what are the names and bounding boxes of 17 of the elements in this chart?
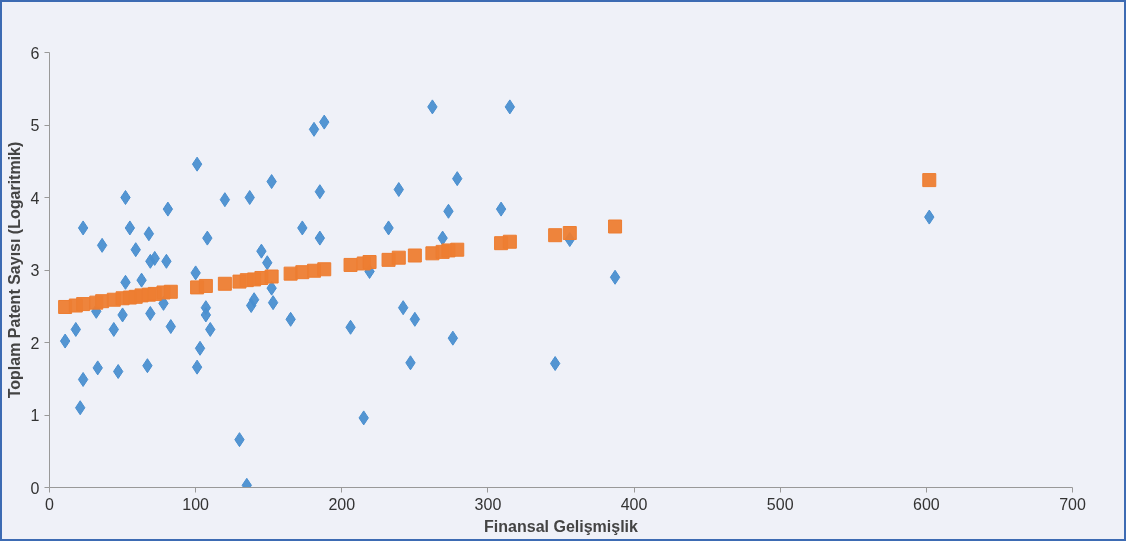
- y-tick-label: 3: [30, 262, 40, 279]
- x-tick-label: 0: [45, 495, 55, 513]
- y-tick-label: 2: [30, 334, 40, 352]
- x-tick-label: 200: [328, 495, 356, 513]
- y-tick-label: 6: [30, 44, 40, 62]
- x-tick-label: 700: [1059, 495, 1086, 513]
- y-tick-label: 4: [30, 189, 40, 207]
- x-tick-label: 500: [766, 495, 794, 513]
- y-tick-label: 5: [30, 117, 40, 134]
- x-tick-label: 100: [182, 495, 210, 513]
- x-tick-label: 600: [913, 495, 940, 513]
- y-tick-label: 1: [30, 407, 40, 424]
- y-axis-title: Toplam Patent Sayısı (Logaritmik): [5, 141, 23, 399]
- x-axis-title: Finansal Gelişmişlik: [484, 517, 639, 535]
- x-tick-label: 400: [620, 495, 648, 513]
- x-tick-label: 300: [474, 495, 502, 513]
- y-tick-label: 0: [30, 479, 40, 497]
